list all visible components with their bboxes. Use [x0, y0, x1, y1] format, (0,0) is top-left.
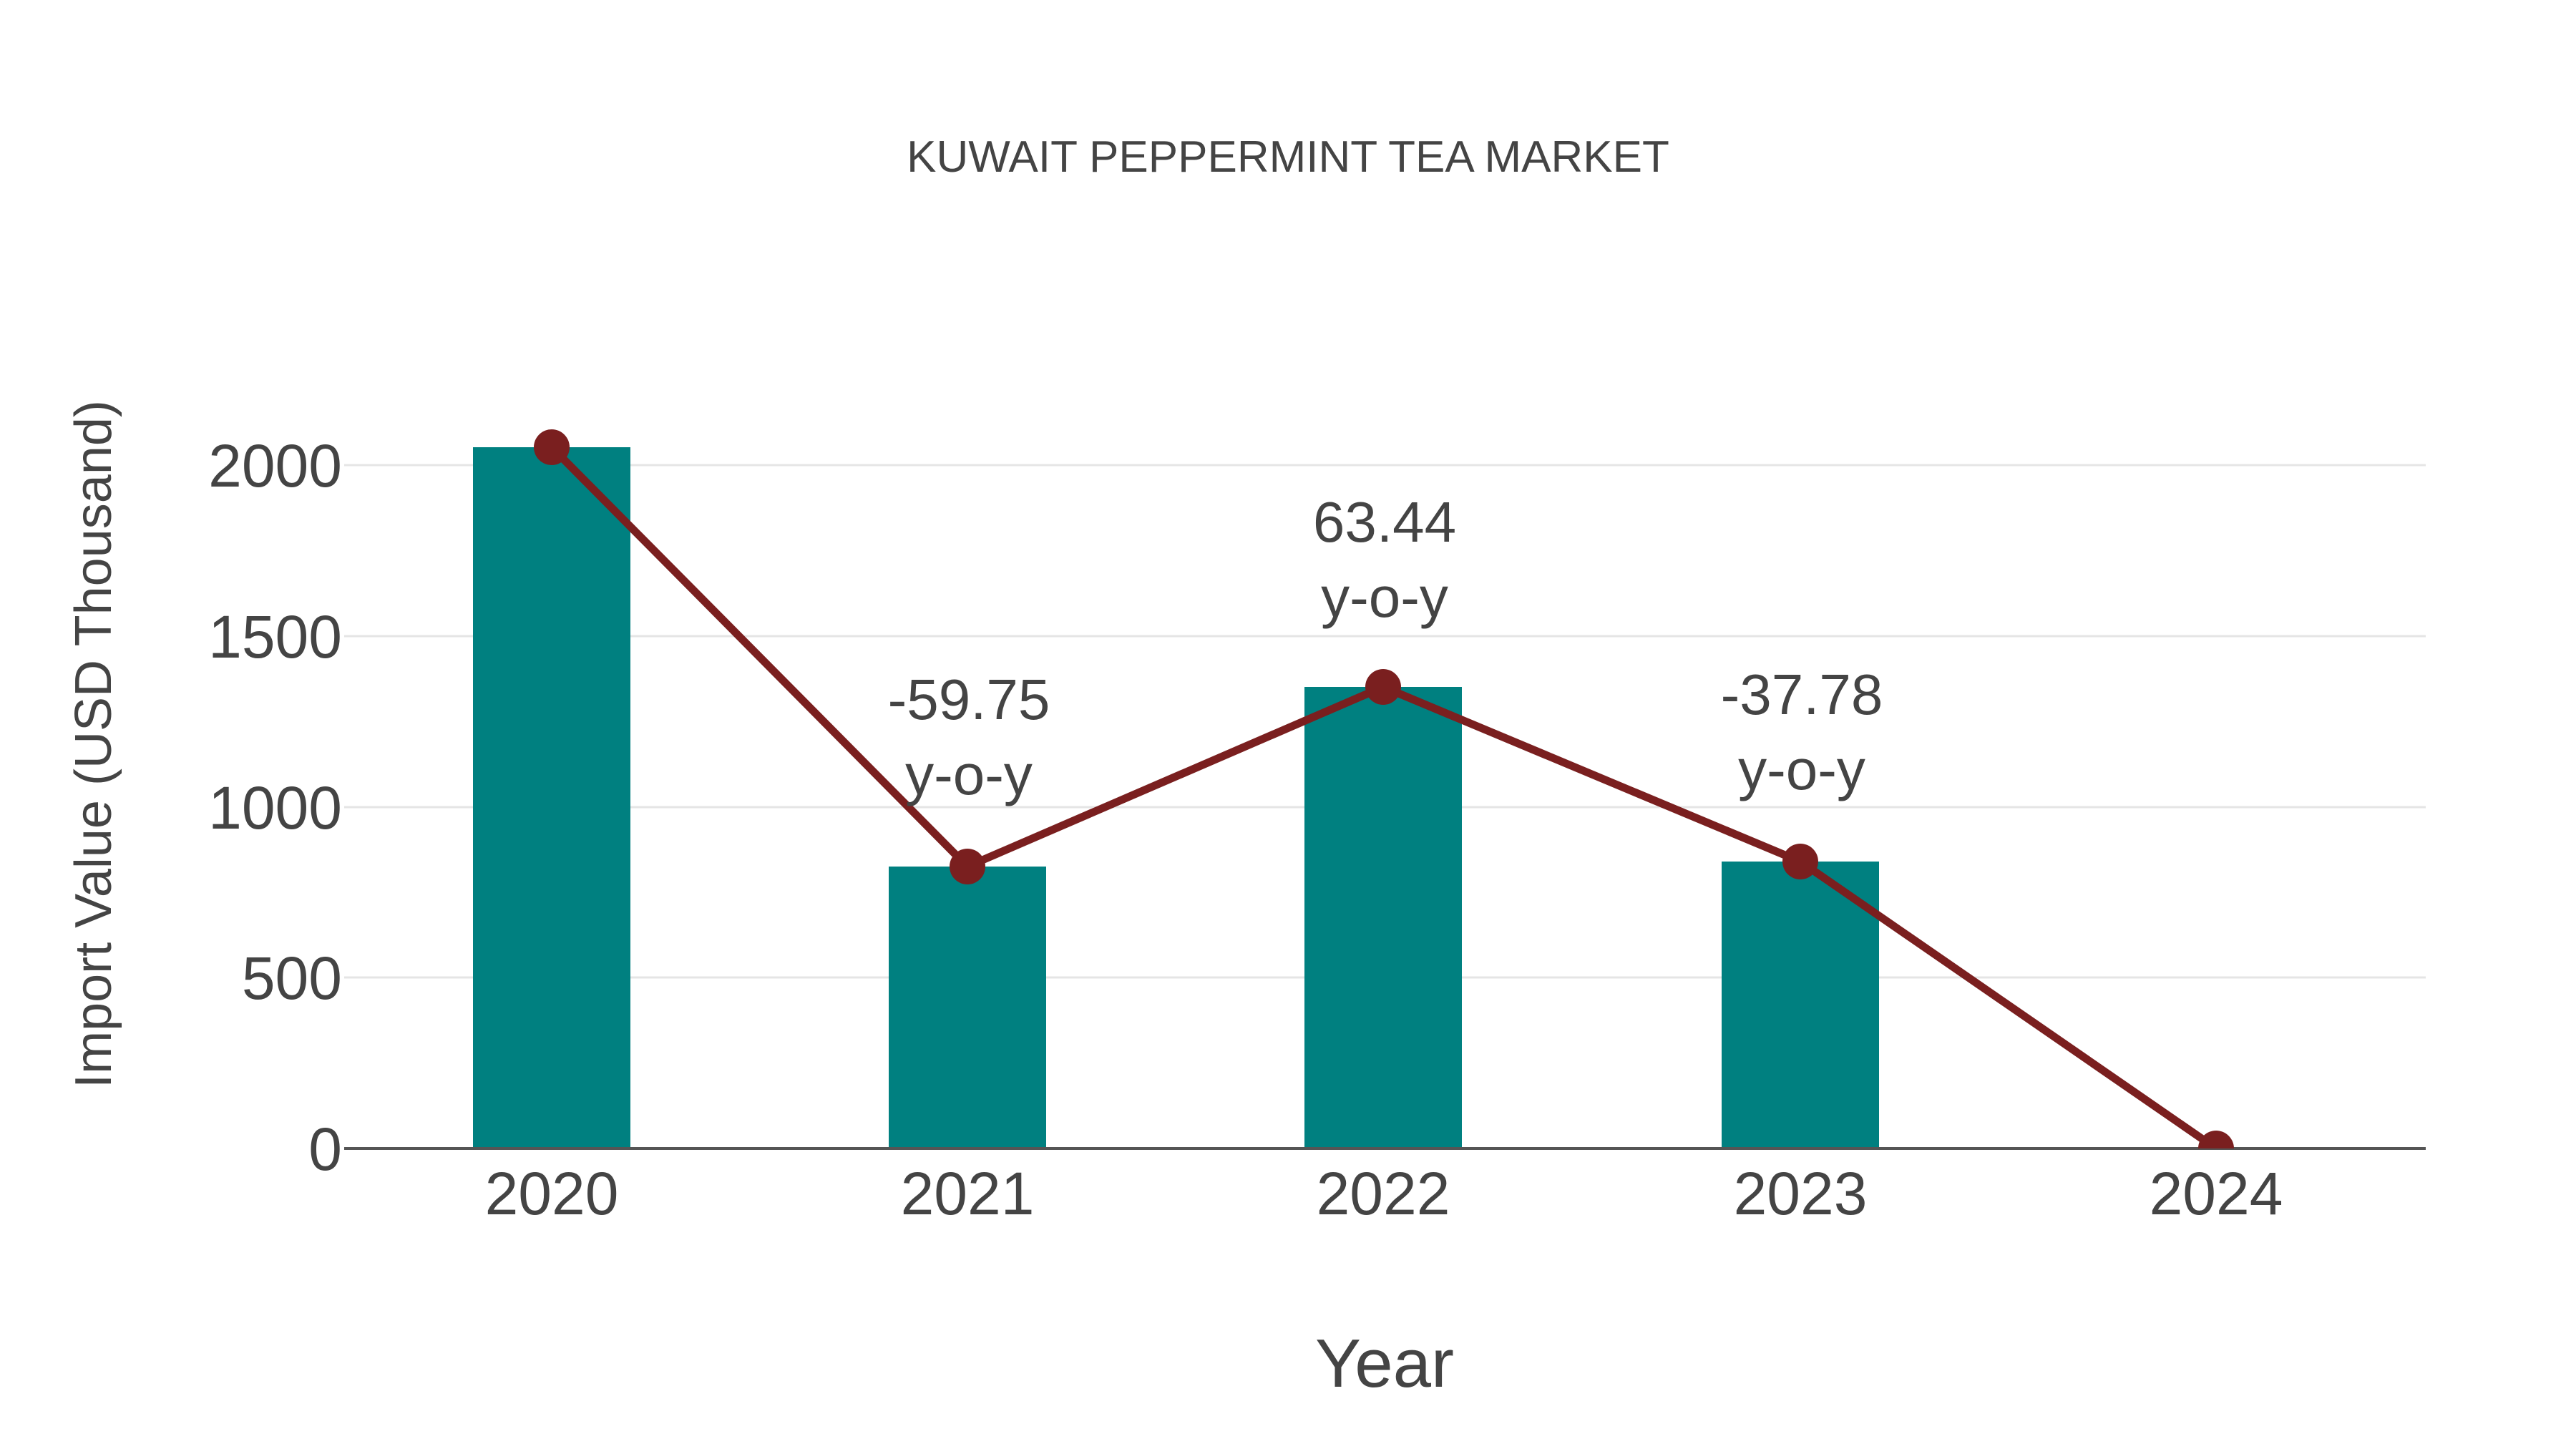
y-tick-label: 2000: [208, 432, 342, 499]
annotation-value-2023: -37.78: [1721, 663, 1883, 726]
y-tick-label: 1500: [208, 603, 342, 670]
x-axis: 2020 2021 2022 2023 2024: [485, 1160, 2283, 1227]
bar-2022[interactable]: [1304, 687, 1462, 1148]
annotation-suffix-2022: y-o-y: [1321, 565, 1448, 629]
yoy-annotations: -59.75 y-o-y 63.44 y-o-y -37.78 y-o-y: [888, 490, 1883, 806]
line-series: [534, 429, 2234, 1166]
y-axis-title: Import Value (USD Thousand): [65, 400, 122, 1088]
point-2022[interactable]: [1365, 669, 1401, 705]
x-tick-label: 2022: [1317, 1160, 1450, 1227]
annotation-suffix-2021: y-o-y: [905, 743, 1033, 806]
x-tick-label: 2023: [1734, 1160, 1868, 1227]
y-tick-label: 0: [308, 1116, 342, 1183]
point-2024[interactable]: [2198, 1131, 2234, 1166]
annotation-suffix-2023: y-o-y: [1738, 738, 1865, 801]
annotation-value-2022: 63.44: [1313, 490, 1456, 554]
annotation-value-2021: -59.75: [888, 668, 1050, 731]
bar-2020[interactable]: [473, 447, 630, 1148]
y-tick-label: 1000: [208, 774, 342, 841]
bar-2021[interactable]: [889, 867, 1046, 1148]
x-axis-title: Year: [1315, 1325, 1454, 1402]
x-tick-label: 2021: [901, 1160, 1035, 1227]
point-2021[interactable]: [950, 849, 985, 884]
bar-2023[interactable]: [1722, 862, 1879, 1148]
point-2020[interactable]: [534, 429, 570, 465]
chart-title: KUWAIT PEPPERMINT TEA MARKET: [907, 132, 1669, 182]
point-2023[interactable]: [1782, 844, 1818, 879]
x-tick-label: 2020: [485, 1160, 619, 1227]
y-tick-label: 500: [242, 945, 342, 1012]
bar-series: [473, 447, 1879, 1148]
x-tick-label: 2024: [2150, 1160, 2283, 1227]
y-axis: 2000 1500 1000 500 0: [208, 432, 2426, 1183]
